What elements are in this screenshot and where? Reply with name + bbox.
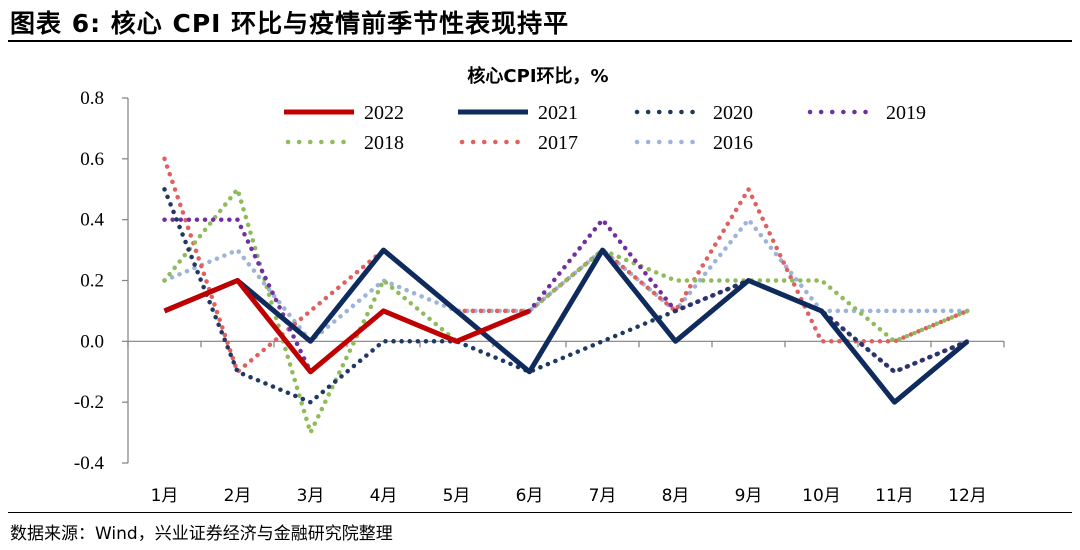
x-tick-label: 8月 <box>662 486 690 506</box>
x-tick-label: 2月 <box>224 486 252 506</box>
series-line-2022 <box>163 278 531 375</box>
figure-title: 图表 6: 核心 CPI 环比与疫情前季节性表现持平 <box>10 9 570 38</box>
legend-item-2022: 2022 <box>284 102 404 124</box>
legend-item-2017: 2017 <box>459 132 578 154</box>
y-tick-label: -0.4 <box>74 453 105 474</box>
legend-item-2020: 2020 <box>634 102 753 124</box>
legend: 2022 2021 2020 2019 2018 2017 2016 <box>284 102 926 154</box>
source-note: 数据来源：Wind，兴业证券经济与金融研究院整理 <box>10 524 393 544</box>
x-tick-label: 3月 <box>297 486 325 506</box>
legend-item-2016: 2016 <box>634 132 753 154</box>
x-tick-label: 5月 <box>443 486 471 506</box>
x-tick-label: 12月 <box>948 486 987 506</box>
source-rule <box>8 512 1072 513</box>
series-layer <box>162 156 970 435</box>
x-tick-label: 11月 <box>875 486 914 506</box>
y-tick-label: 0.2 <box>80 271 104 292</box>
legend-label: 2022 <box>364 102 404 124</box>
x-tick-label: 10月 <box>802 486 841 506</box>
legend-item-2021: 2021 <box>458 102 578 124</box>
legend-label: 2017 <box>538 132 578 154</box>
x-tick-label: 6月 <box>516 486 544 506</box>
series-line-2018 <box>162 187 970 435</box>
legend-label: 2016 <box>713 132 753 154</box>
legend-label: 2018 <box>364 132 404 154</box>
x-tick-label: 7月 <box>589 486 617 506</box>
y-tick-label: 0.0 <box>80 331 104 352</box>
legend-item-2018: 2018 <box>285 132 404 154</box>
x-tick-label: 1月 <box>151 486 179 506</box>
x-tick-label: 4月 <box>370 486 398 506</box>
title-rule <box>8 40 1072 42</box>
y-tick-label: 0.8 <box>80 88 104 109</box>
series-line-2020 <box>162 187 970 405</box>
series-line-2021 <box>163 247 970 405</box>
legend-label: 2021 <box>538 102 578 124</box>
chart-title: 核心CPI环比，% <box>467 65 608 87</box>
legend-label: 2019 <box>886 102 926 124</box>
y-tick-label: 0.4 <box>80 210 104 231</box>
y-tick-label: 0.6 <box>80 149 104 170</box>
series-line-2016 <box>162 217 970 344</box>
legend-label: 2020 <box>713 102 753 124</box>
x-tick-label: 9月 <box>735 486 763 506</box>
axes: 0.8 0.6 0.4 0.2 0.0 -0.2 -0.4 1月 2月 3月 4月 5月 6月 7月 8月 9… <box>74 88 1005 506</box>
y-tick-label: -0.2 <box>74 392 104 413</box>
legend-item-2019: 2019 <box>807 102 926 124</box>
